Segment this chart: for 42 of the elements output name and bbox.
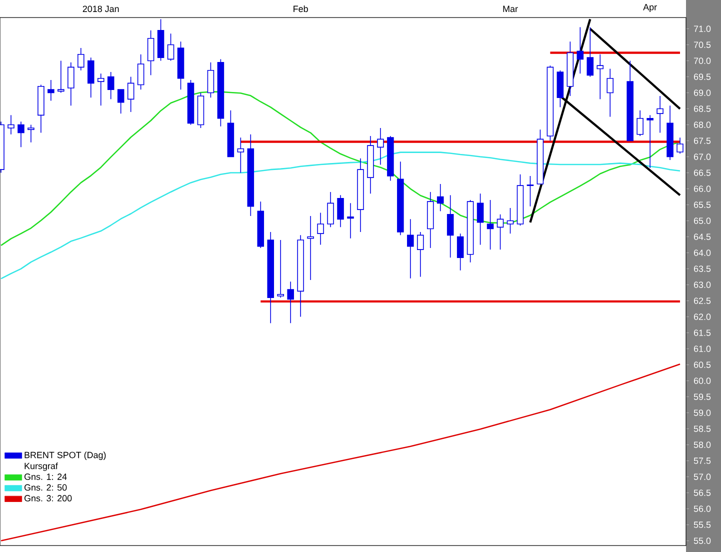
y-tick-label: 60.5: [694, 362, 711, 368]
y-tick-label: 65.0: [694, 218, 711, 224]
y-tick-label: 60.0: [694, 378, 711, 384]
y-tick-label: 70.5: [694, 42, 711, 48]
y-tick-label: 57.0: [694, 474, 711, 480]
y-tick-label: 55.5: [694, 522, 711, 528]
x-tick-label: Apr: [643, 4, 657, 12]
y-tick-label: 59.5: [694, 394, 711, 400]
y-tick-label: 59.0: [694, 410, 711, 416]
x-tick-label: Mar: [503, 6, 518, 12]
y-tick-label: 58.5: [694, 426, 711, 432]
y-tick-label: 63.0: [694, 282, 711, 288]
y-tick-label: 70.0: [694, 58, 711, 64]
y-tick-label: 55.0: [694, 538, 711, 544]
y-tick-label: 68.0: [694, 122, 711, 128]
legend-title: Kursgraf: [24, 462, 58, 471]
x-tick-label: 2018 Jan: [82, 6, 119, 12]
y-tick-label: 57.5: [694, 458, 711, 464]
y-tick-label: 69.5: [694, 74, 711, 80]
legend-label: BRENT SPOT (Dag): [24, 452, 106, 460]
y-tick-label: 67.5: [694, 138, 711, 144]
y-tick-label: 66.0: [694, 186, 711, 192]
y-tick-label: 69.0: [694, 90, 711, 96]
y-tick-label: 66.5: [694, 170, 711, 176]
y-tick-label: 61.0: [694, 346, 711, 352]
y-tick-label: 63.5: [694, 266, 711, 272]
x-tick-label: Feb: [294, 5, 308, 12]
y-tick-label: 68.5: [694, 106, 711, 112]
y-tick-label: 67.0: [694, 154, 711, 160]
y-tick-label: 65.5: [694, 202, 711, 208]
y-tick-label: 56.5: [694, 490, 711, 496]
y-tick-label: 64.0: [694, 250, 711, 256]
y-tick-label: 56.0: [694, 506, 711, 512]
legend-label: Gns. 3: 200: [24, 495, 72, 502]
y-tick-label: 62.5: [694, 298, 711, 304]
y-tick-label: 61.5: [694, 330, 711, 336]
y-tick-label: 64.5: [694, 234, 711, 240]
legend-label: Gns. 1: 24: [24, 474, 67, 480]
legend-label: Gns. 2: 50: [24, 484, 67, 491]
y-tick-label: 62.0: [694, 314, 711, 320]
y-tick-label: 71.0: [694, 26, 711, 32]
y-tick-label: 58.0: [694, 442, 711, 448]
